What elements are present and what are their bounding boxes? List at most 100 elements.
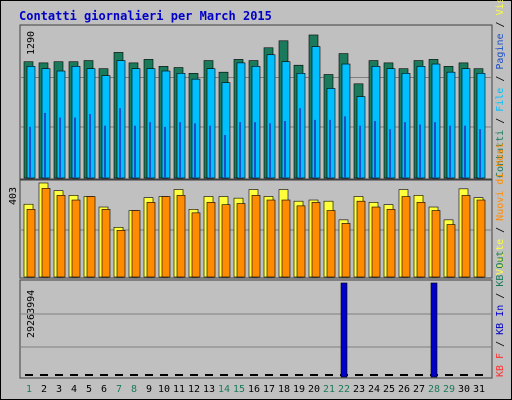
bar-nuovi-day-1: [26, 209, 36, 278]
baseline-dash-day-23: [355, 374, 363, 376]
x-tick-label-day-13: 13: [203, 384, 215, 395]
bar-nuovi-day-27: [416, 202, 426, 278]
x-tick-label-day-3: 3: [56, 384, 62, 395]
legend-kbin: KB In: [495, 305, 506, 335]
bar-pagine-day-19: [299, 108, 301, 178]
baseline-dash-day-3: [55, 374, 63, 376]
baseline-dash-day-11: [175, 374, 183, 376]
bar-nuovi-day-28: [431, 210, 441, 278]
panel-traffic-frame: [19, 279, 493, 379]
bar-pagine-day-23: [359, 125, 361, 178]
x-tick-label-day-7: 7: [116, 384, 122, 395]
legend-visite: Visite: [495, 239, 506, 275]
legend-file: File: [495, 88, 506, 112]
x-tick-label-day-22: 22: [338, 384, 350, 395]
bar-pagine-day-2: [44, 112, 46, 178]
bar-pagine-day-3: [59, 117, 61, 178]
bar-pagine-day-26: [404, 122, 406, 178]
legend-nuovi: Nuovi di Host: [495, 143, 506, 221]
x-tick-label-day-11: 11: [173, 384, 185, 395]
bar-pagine-day-20: [314, 119, 316, 178]
baseline-dash-day-31: [475, 374, 483, 376]
x-tick-label-day-9: 9: [146, 384, 152, 395]
bar-nuovi-day-29: [446, 224, 456, 278]
panel-hosts-bars: [21, 182, 491, 278]
bar-nuovi-day-15: [236, 203, 246, 278]
x-tick-label-day-15: 15: [233, 384, 245, 395]
x-tick-label-day-10: 10: [158, 384, 170, 395]
panel-traffic-bars: [21, 282, 491, 378]
x-tick-label-day-14: 14: [218, 384, 230, 395]
bar-nuovi-day-18: [281, 199, 291, 278]
bar-nuovi-day-12: [191, 212, 201, 278]
baseline-dash-day-9: [145, 374, 153, 376]
bar-nuovi-day-22: [341, 223, 351, 278]
bar-nuovi-day-10: [161, 196, 171, 278]
bar-nuovi-day-16: [251, 195, 261, 278]
x-tick-label-day-26: 26: [398, 384, 410, 395]
x-axis-day-labels: 1 2 3 4 5 6 7 8 9 10 11 12 13 14 15 16 17 18 19 20 21 22 23 24 2…: [26, 384, 485, 395]
x-tick-label-day-17: 17: [263, 384, 275, 395]
panel-hosts: 403 Visite / Nuovi di Host: [8, 143, 506, 279]
baseline-dash-day-14: [220, 374, 228, 376]
bar-nuovi-day-13: [206, 202, 216, 278]
x-tick-label-day-24: 24: [368, 384, 380, 395]
baseline-dash-day-20: [310, 374, 318, 376]
baseline-dash-day-12: [190, 374, 198, 376]
bar-pagine-day-4: [74, 117, 76, 178]
legend-pagine: Pagine: [495, 33, 506, 69]
bar-nuovi-day-19: [296, 205, 306, 278]
bar-pagine-day-17: [269, 123, 271, 178]
x-tick-label-day-25: 25: [383, 384, 395, 395]
bar-pagine-day-28: [434, 122, 436, 178]
baseline-dash-day-5: [85, 374, 93, 376]
x-tick-label-day-19: 19: [293, 384, 305, 395]
bar-pagine-day-8: [134, 125, 136, 178]
bar-nuovi-day-26: [401, 196, 411, 278]
baseline-dash-day-21: [325, 374, 333, 376]
bar-nuovi-day-21: [326, 210, 336, 278]
baseline-dash-day-27: [415, 374, 423, 376]
panel-traffic-legend: KB F / KB In / KB Out: [495, 251, 506, 377]
bar-pagine-day-10: [164, 126, 166, 178]
panel-visits-ytick: 1290: [26, 31, 37, 55]
panel-visits-legend: Contatti / File / Pagine / Visite: [495, 0, 506, 178]
bar-pagine-day-12: [194, 123, 196, 178]
bar-pagine-day-24: [374, 121, 376, 178]
baseline-dash-day-2: [40, 374, 48, 376]
bar-pagine-day-16: [254, 122, 256, 178]
x-tick-label-day-16: 16: [248, 384, 260, 395]
baseline-dash-day-15: [235, 374, 243, 376]
bar-pagine-day-6: [104, 125, 106, 178]
baseline-dash-day-25: [385, 374, 393, 376]
baseline-dash-day-16: [250, 374, 258, 376]
bar-nuovi-day-17: [266, 199, 276, 278]
legend-sep: /: [495, 15, 506, 33]
legend-contatti: Contatti: [495, 130, 506, 178]
bar-nuovi-day-20: [311, 202, 321, 278]
chart-title: Contatti giornalieri per March 2015: [19, 9, 272, 23]
baseline-dash-day-13: [205, 374, 213, 376]
bar-nuovi-day-25: [386, 209, 396, 278]
bar-pagine-day-31: [479, 129, 481, 178]
x-tick-label-day-20: 20: [308, 384, 320, 395]
bar-pagine-day-15: [239, 122, 241, 178]
baseline-dash-day-30: [460, 374, 468, 376]
legend-sep: /: [495, 221, 506, 239]
bar-nuovi-day-23: [356, 200, 366, 278]
baseline-dash-day-1: [25, 374, 33, 376]
bar-nuovi-day-4: [71, 199, 81, 278]
baseline-dash-day-4: [70, 374, 78, 376]
bar-pagine-day-27: [419, 124, 421, 178]
x-tick-label-day-29: 29: [443, 384, 455, 395]
panel-visits-frame: [19, 24, 493, 180]
baseline-dash-day-7: [115, 374, 123, 376]
x-tick-label-day-8: 8: [131, 384, 137, 395]
bar-pagine-day-11: [179, 122, 181, 178]
x-tick-label-day-31: 31: [473, 384, 485, 395]
bar-pagine-day-29: [449, 125, 451, 178]
bar-nuovi-day-7: [116, 230, 126, 278]
bar-pagine-day-1: [29, 126, 31, 178]
legend-sep: /: [495, 287, 506, 305]
